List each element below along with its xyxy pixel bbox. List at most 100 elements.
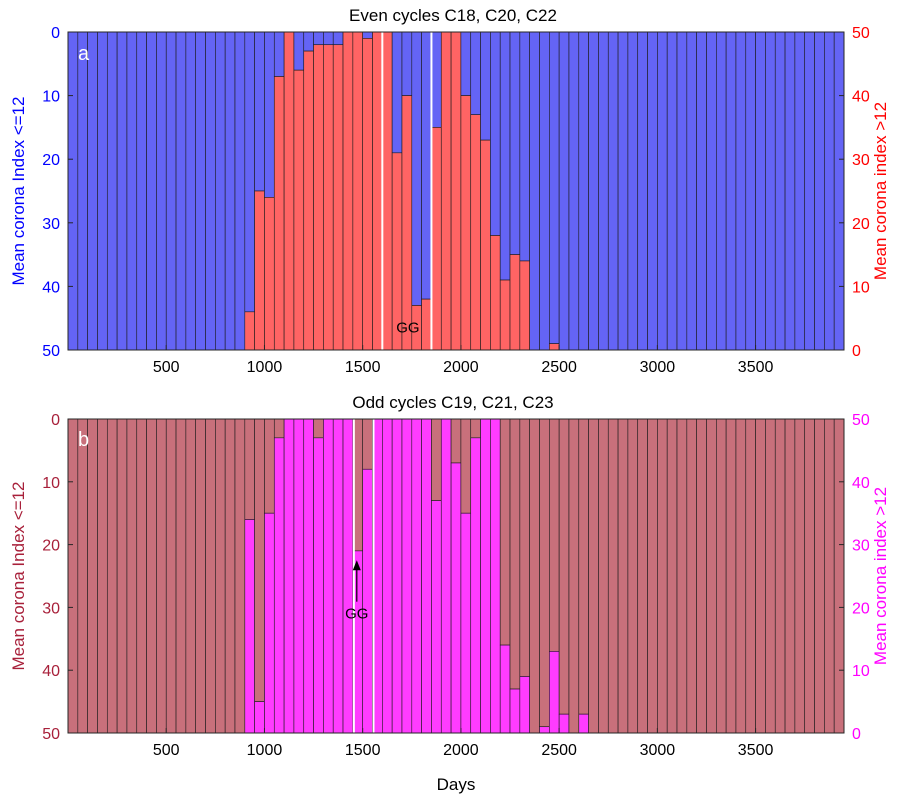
bar-low-3650: [784, 31, 796, 351]
bar-low-750: [215, 31, 226, 351]
panel-a-right-y-ticks: 0 10 20 30 40 50: [839, 25, 870, 360]
bar-high-2100: [480, 418, 491, 734]
bar-low-2400: [539, 418, 550, 728]
right-y-tick-label: 30: [852, 152, 870, 169]
x-tick-label: 500: [153, 359, 180, 376]
bar-low-850: [234, 31, 246, 351]
bar-low-3300: [716, 418, 727, 734]
bar-low-250: [116, 418, 128, 734]
bar-low-3200: [696, 418, 707, 734]
bar-low-50: [77, 418, 88, 734]
right-y-tick-label: 50: [852, 412, 870, 429]
bar-low-2900: [637, 31, 648, 351]
bar-high-2200: [499, 644, 511, 734]
bar-low-2750: [607, 31, 619, 351]
bar-low-2400: [539, 31, 550, 351]
bar-low-2550: [568, 31, 580, 351]
bar-high-1050: [273, 437, 285, 734]
x-tick-label: 1500: [345, 742, 381, 759]
bar-high-2150: [490, 418, 501, 734]
left-y-tick-label: 0: [51, 412, 60, 429]
bar-low-3500: [755, 31, 766, 351]
bar-low-3450: [745, 418, 756, 734]
x-tick-label: 1000: [247, 359, 283, 376]
bar-low-2000: [460, 31, 472, 96]
bar-low-3300: [716, 31, 727, 351]
x-tick-label: 2500: [541, 742, 577, 759]
bar-low-350: [136, 31, 147, 351]
bar-high-1050: [273, 76, 285, 351]
bar-low-900: [244, 31, 255, 313]
bar-high-1100: [283, 418, 295, 734]
bar-low-2600: [578, 31, 589, 351]
x-tick-label: 500: [153, 742, 180, 759]
bar-low-350: [136, 418, 147, 734]
panel-a-right-ylabel: Mean corona index >12: [871, 102, 890, 280]
panel-b-label: b: [78, 429, 89, 451]
bar-low-450: [156, 418, 167, 734]
panel-a-title: Even cycles C18, C20, C22: [349, 6, 557, 25]
bar-low-950: [254, 418, 265, 702]
bar-low-3150: [686, 31, 697, 351]
bar-high-1450: [352, 31, 363, 351]
bar-low-900: [244, 418, 255, 520]
bar-low-2950: [647, 418, 658, 734]
bar-high-1100: [283, 31, 295, 351]
bar-low-3050: [666, 31, 678, 351]
right-y-tick-label: 40: [852, 89, 870, 106]
bar-low-100: [87, 418, 98, 734]
bar-high-1850: [431, 127, 442, 351]
bar-high-1600: [382, 418, 393, 734]
bar-low-3450: [745, 31, 756, 351]
bar-low-3800: [814, 418, 825, 734]
bar-low-1000: [264, 418, 275, 514]
bar-low-3600: [774, 418, 786, 734]
bar-low-1250: [313, 418, 324, 439]
bar-low-2350: [529, 418, 540, 734]
left-y-tick-label: 10: [42, 89, 60, 106]
bar-low-2300: [519, 418, 530, 677]
bar-low-3550: [765, 418, 776, 734]
bar-low-1950: [450, 418, 462, 464]
bar-high-1700: [401, 418, 413, 734]
bar-low-3100: [676, 418, 688, 734]
bar-low-700: [205, 31, 216, 351]
bar-low-600: [185, 31, 196, 351]
bar-high-2000: [460, 95, 472, 351]
bar-high-2050: [470, 437, 481, 734]
bar-low-3700: [794, 418, 806, 734]
bar-high-1000: [264, 197, 275, 351]
bar-high-1350: [332, 44, 344, 351]
bar-high-1600: [382, 31, 393, 351]
x-tick-label: 3000: [640, 359, 676, 376]
bar-high-1650: [391, 418, 403, 734]
bar-low-2500: [558, 418, 570, 715]
bar-low-3350: [725, 31, 737, 351]
x-tick-label: 1500: [345, 359, 381, 376]
panel-b-odd-cycles: Odd cycles C19, C21, C23 b 500 1000 1500 20…: [9, 393, 890, 794]
bar-high-2150: [490, 235, 501, 351]
bar-high-1150: [293, 418, 305, 734]
bar-low-3150: [686, 418, 697, 734]
bar-high-2200: [499, 279, 511, 351]
bar-low-750: [215, 418, 226, 734]
panel-b-right-ylabel: Mean corona index >12: [871, 487, 890, 665]
bar-low-1700: [401, 31, 413, 96]
bar-low-3350: [725, 418, 737, 734]
bar-low-2950: [647, 31, 658, 351]
bar-high-1850: [431, 500, 442, 734]
bar-low-1150: [293, 31, 305, 71]
bar-low-3250: [706, 418, 717, 734]
bar-high-2450: [549, 651, 560, 734]
bar-low-100: [87, 31, 98, 351]
x-tick-label: 2000: [443, 359, 479, 376]
bar-high-1500: [362, 468, 373, 734]
panel-a-vertical-lines: [381, 32, 433, 350]
left-y-tick-label: 30: [42, 600, 60, 617]
bar-low-3750: [804, 31, 815, 351]
bar-low-3750: [804, 418, 815, 734]
panel-a-left-ylabel: Mean corona Index <=12: [9, 96, 28, 285]
bar-low-3850: [824, 418, 835, 734]
bar-low-2650: [588, 418, 599, 734]
bar-low-2450: [549, 418, 560, 652]
